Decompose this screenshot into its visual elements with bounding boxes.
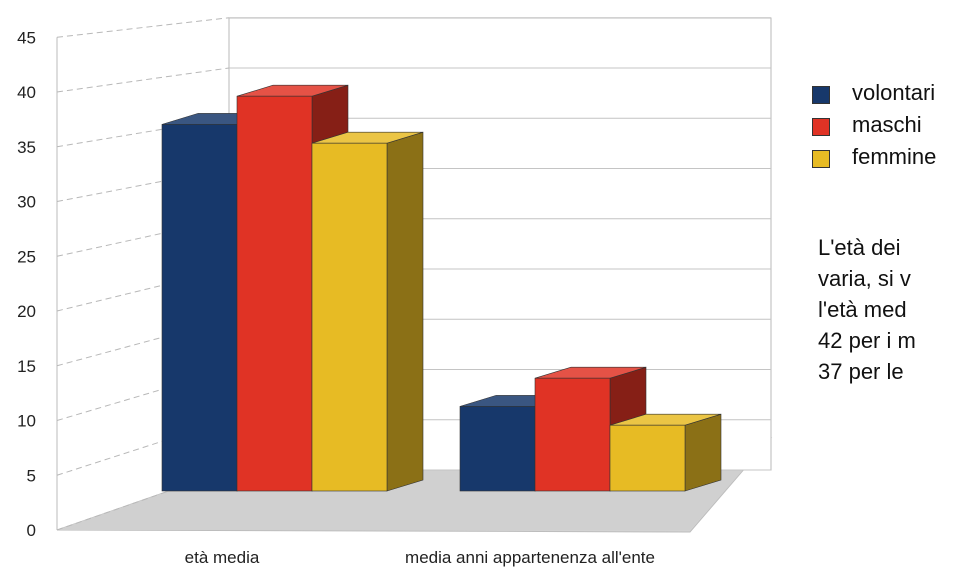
- y-tick-label-10: 10: [17, 412, 36, 431]
- bar-side-femmine-1: [386, 131, 424, 492]
- bar-side-femmine-2: [684, 413, 722, 492]
- bar-front-volontari-2: [459, 406, 536, 492]
- y-tick-label-20: 20: [17, 302, 36, 321]
- legend-label-femmine: femmine: [852, 144, 937, 169]
- bar-front-femmine-2: [609, 424, 686, 492]
- y-tick-label-0: 0: [27, 521, 36, 540]
- bar-front-maschi-1: [236, 95, 313, 492]
- gridline-dashed-40: [56, 67, 230, 93]
- y-tick-label-40: 40: [17, 83, 36, 102]
- y-tick-label-35: 35: [17, 138, 36, 157]
- legend-swatch-volontari: [812, 86, 830, 104]
- y-tick-label-25: 25: [17, 247, 36, 266]
- bar-front-volontari-1: [161, 124, 238, 492]
- annotation-line-1: L'età dei: [818, 235, 901, 260]
- x-category-label-2: media anni appartenenza all'ente: [405, 548, 655, 567]
- legend-swatch-femmine: [812, 150, 830, 168]
- annotation-line-4: 42 per i m: [818, 328, 916, 353]
- legend-label-volontari: volontari: [852, 80, 936, 105]
- annotation-line-2: varia, si v: [818, 266, 911, 291]
- gridline-dashed-45: [56, 17, 230, 38]
- annotation-text: L'età dei varia, si v l'età med 42 per i…: [818, 232, 969, 387]
- legend-swatch-maschi: [812, 118, 830, 136]
- y-tick-label-30: 30: [17, 193, 36, 212]
- bar-femmine-2: [609, 413, 722, 492]
- y-tick-label-45: 45: [17, 28, 36, 47]
- annotation-line-5: 37 per le: [818, 359, 904, 384]
- y-tick-label-15: 15: [17, 357, 36, 376]
- x-axis-categories: età media media anni appartenenza all'ent…: [185, 548, 655, 567]
- bar-front-femmine-1: [311, 142, 388, 492]
- bar-femmine-1: [311, 131, 424, 492]
- bars: [161, 84, 722, 492]
- annotation-line-3: l'età med: [818, 297, 907, 322]
- y-axis-ticks: 0 5 10 15 20 25 30 35 40 45: [17, 28, 36, 540]
- legend-label-maschi: maschi: [852, 112, 922, 137]
- y-tick-label-5: 5: [27, 466, 36, 485]
- x-category-label-1: età media: [185, 548, 260, 567]
- bar-front-maschi-2: [534, 377, 611, 492]
